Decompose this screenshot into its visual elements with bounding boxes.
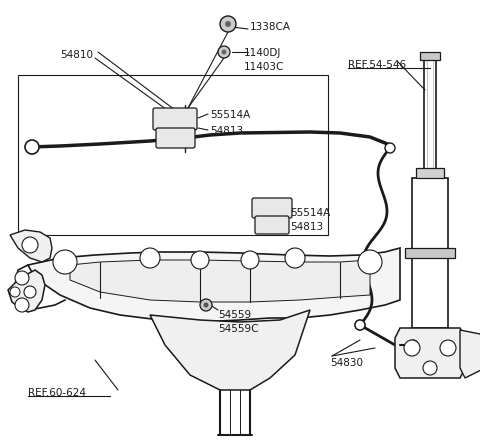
Circle shape bbox=[191, 251, 209, 269]
Text: 54830: 54830 bbox=[330, 358, 363, 368]
FancyBboxPatch shape bbox=[153, 108, 197, 130]
Circle shape bbox=[241, 251, 259, 269]
Circle shape bbox=[140, 248, 160, 268]
Circle shape bbox=[355, 320, 365, 330]
Text: 55514A: 55514A bbox=[210, 110, 250, 120]
Circle shape bbox=[221, 50, 227, 54]
Circle shape bbox=[225, 21, 231, 27]
Circle shape bbox=[10, 287, 20, 297]
Text: 54813: 54813 bbox=[290, 222, 323, 232]
Polygon shape bbox=[150, 310, 310, 390]
Circle shape bbox=[15, 271, 29, 285]
Circle shape bbox=[218, 46, 230, 58]
Polygon shape bbox=[70, 260, 370, 302]
Bar bbox=[18, 75, 328, 235]
Circle shape bbox=[204, 302, 208, 307]
Text: 11403C: 11403C bbox=[244, 62, 284, 72]
Text: 54559: 54559 bbox=[218, 310, 251, 320]
Circle shape bbox=[15, 298, 29, 312]
Text: 54559C: 54559C bbox=[218, 324, 259, 334]
Polygon shape bbox=[28, 248, 400, 322]
Circle shape bbox=[53, 250, 77, 274]
Circle shape bbox=[22, 237, 38, 253]
Bar bbox=[405, 248, 455, 258]
Text: 55514A: 55514A bbox=[290, 208, 330, 218]
Bar bbox=[424, 55, 436, 170]
FancyBboxPatch shape bbox=[156, 128, 195, 148]
Text: 54813: 54813 bbox=[210, 126, 243, 136]
Circle shape bbox=[358, 250, 382, 274]
Circle shape bbox=[220, 16, 236, 32]
Circle shape bbox=[25, 140, 39, 154]
Polygon shape bbox=[10, 230, 52, 262]
Circle shape bbox=[423, 361, 437, 375]
Circle shape bbox=[404, 340, 420, 356]
Circle shape bbox=[24, 286, 36, 298]
Text: REF.54-546: REF.54-546 bbox=[348, 60, 406, 70]
Bar bbox=[412, 178, 448, 328]
Text: 1338CA: 1338CA bbox=[250, 22, 291, 32]
Text: 1140DJ: 1140DJ bbox=[244, 48, 281, 58]
Circle shape bbox=[355, 320, 365, 330]
Circle shape bbox=[200, 299, 212, 311]
Text: REF.60-624: REF.60-624 bbox=[28, 388, 86, 398]
Bar bbox=[416, 168, 444, 178]
Circle shape bbox=[385, 143, 395, 153]
Circle shape bbox=[408, 340, 418, 350]
Polygon shape bbox=[395, 328, 465, 378]
FancyBboxPatch shape bbox=[252, 198, 292, 218]
Text: 54810: 54810 bbox=[60, 50, 93, 60]
Circle shape bbox=[285, 248, 305, 268]
Polygon shape bbox=[8, 270, 45, 312]
FancyBboxPatch shape bbox=[255, 216, 289, 234]
Circle shape bbox=[440, 340, 456, 356]
Bar bbox=[420, 52, 440, 60]
Polygon shape bbox=[460, 330, 480, 378]
